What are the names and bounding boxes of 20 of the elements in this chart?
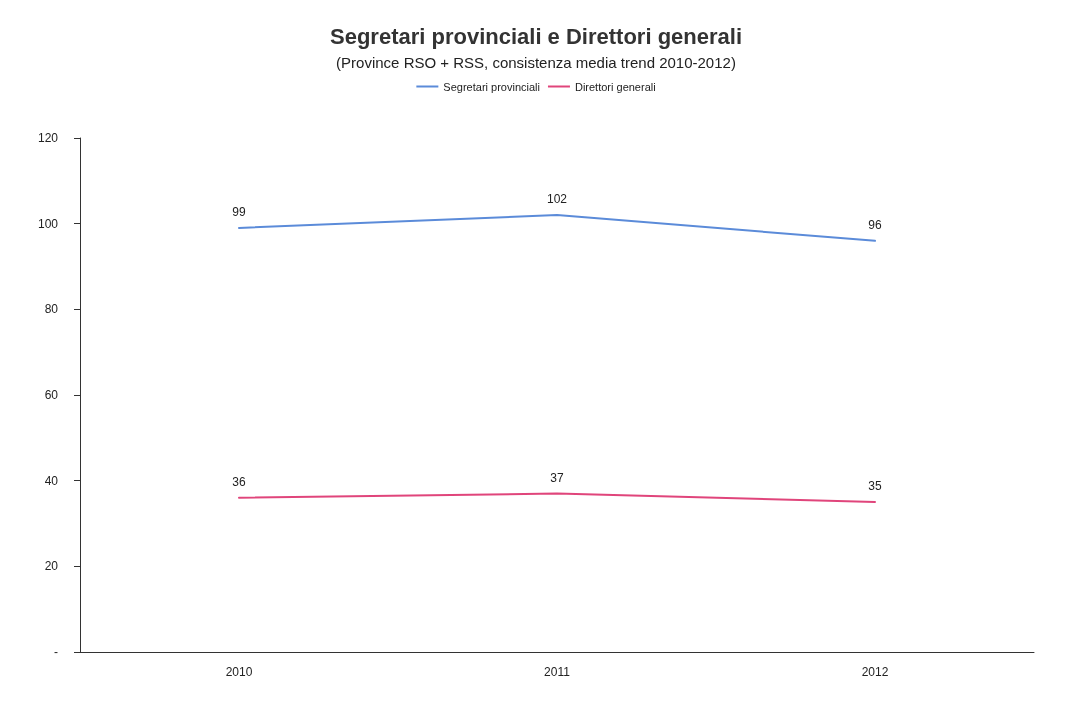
data-label: 35 [868,479,882,494]
x-tick-label: 2011 [544,665,571,679]
data-label: 96 [868,217,882,232]
data-label: 102 [546,192,568,207]
chart-subtitle: (Province RSO + RSS, consistenza media trend 2010-2012) [336,54,736,71]
y-tick-label: 80 [44,302,59,317]
chart-title: Segretari provinciali e Direttori generali [329,23,743,49]
y-tick-label: 60 [44,388,59,402]
x-tick-label: 2012 [861,665,889,679]
y-tick-label: 40 [44,473,59,488]
y-tick-label: 120 [37,131,59,145]
legend-label: Direttori generali [574,80,656,93]
y-tick-label: - [54,645,58,659]
data-label: 37 [550,470,564,485]
y-tick-label: 20 [44,559,59,574]
legend-label: Segretari provinciali [443,80,540,93]
x-tick-label: 2010 [225,665,253,679]
y-tick-label: 100 [37,216,59,231]
data-label: 99 [232,204,246,219]
data-label: 36 [232,474,246,489]
